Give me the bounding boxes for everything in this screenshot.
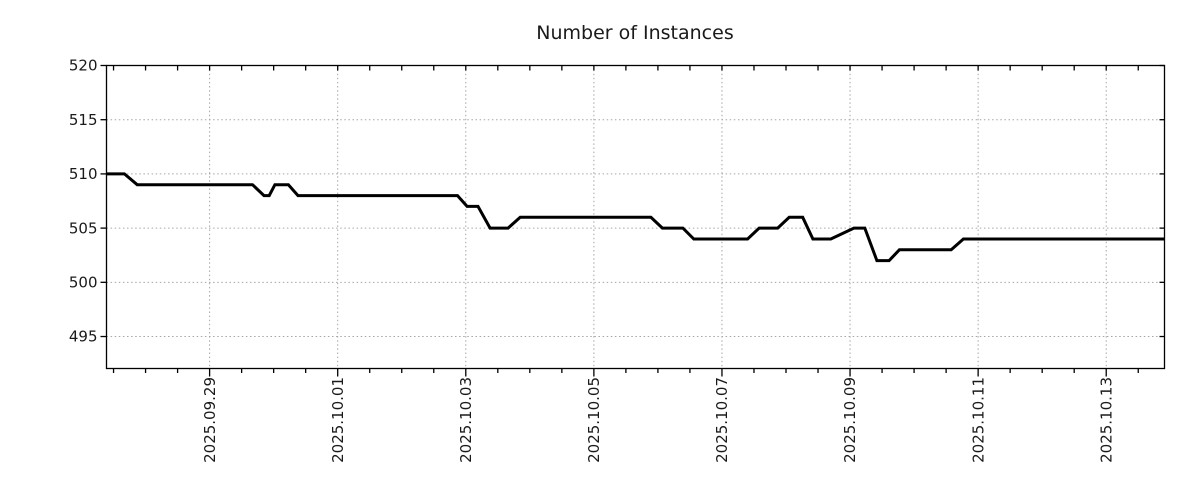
y-tick-label: 505 [69, 219, 98, 237]
x-tick-label: 2025.10.07 [713, 377, 731, 463]
plot-border [105, 64, 1166, 370]
x-tick-label: 2025.09.29 [201, 377, 219, 463]
y-tick-label: 520 [69, 57, 98, 75]
y-tick-label: 510 [69, 165, 98, 183]
series-line-instances [106, 172, 1165, 263]
x-tick-label: 2025.10.11 [969, 377, 987, 463]
y-tick-label: 495 [69, 328, 98, 346]
x-tick-label: 2025.10.13 [1097, 377, 1115, 463]
x-tick-label: 2025.10.03 [457, 377, 475, 463]
x-tick-label: 2025.10.01 [329, 377, 347, 463]
x-tick-label: 2025.10.05 [585, 377, 603, 463]
x-tick-label: 2025.10.09 [841, 377, 859, 463]
y-tick-label: 515 [69, 111, 98, 129]
y-tick-label: 500 [69, 274, 98, 292]
chart-title: Number of Instances [536, 22, 733, 44]
